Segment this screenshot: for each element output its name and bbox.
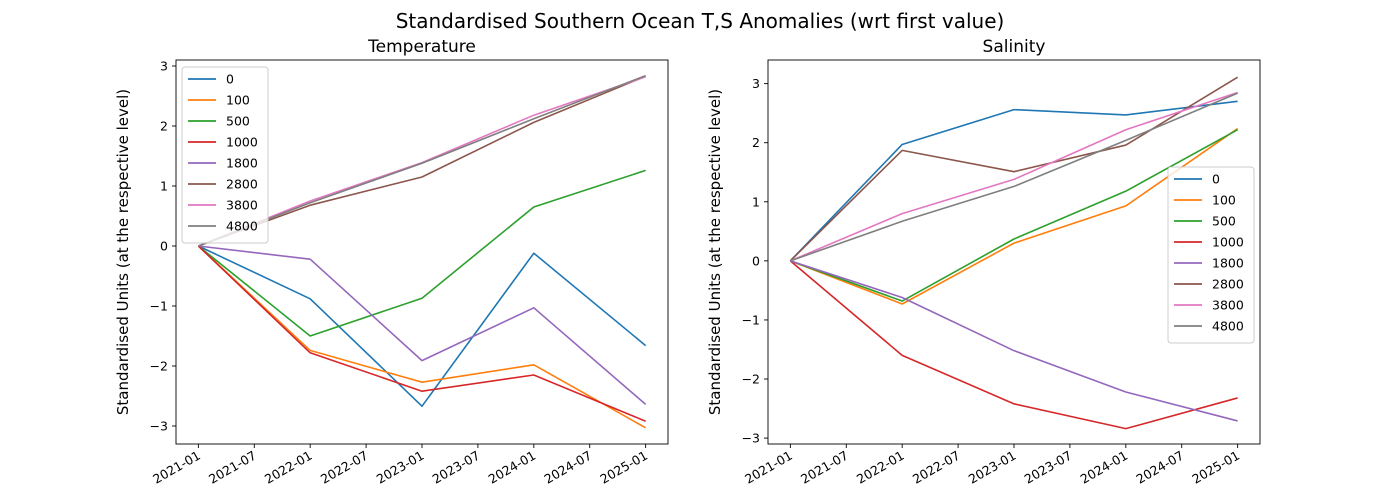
temperature-y-tick-label: 1 [160,179,168,194]
temperature-x-tick-label: 2022-07 [318,448,371,487]
temperature-series-100-line [197,245,647,429]
salinity-series-500-line [790,129,1239,302]
salinity-x-tick-label: 2021-07 [798,448,851,487]
salinity-series-4800-line [790,92,1238,262]
temperature-x-tick-label: 2025-01 [597,448,650,487]
salinity-legend-item: 100 [1174,193,1236,208]
salinity-y-tick-label: −1 [742,312,760,327]
salinity-x-tick-label: 2023-07 [1022,448,1075,487]
temperature-series-2800-line [198,75,646,247]
temperature-x-tick-label: 2024-01 [486,448,539,487]
salinity-legend: 0 100 500 1000 1800 2800 3800 4800 [1167,166,1255,344]
temperature-legend-item: 4800 [188,219,258,234]
temperature-y-tick-label: 2 [160,119,168,134]
salinity-legend-item: 1800 [1174,256,1244,271]
salinity-legend-item: 500 [1174,214,1236,229]
temperature-y-tick-label: −3 [150,419,168,434]
salinity-series-1000-line [789,260,1238,430]
temperature-lines [197,74,647,429]
salinity-legend-box [1167,166,1255,344]
salinity-legend-item: 0 [1174,172,1220,187]
salinity-title: Salinity [983,37,1046,57]
temperature-series-0-line [198,245,647,408]
temperature-y-tick-label: 0 [160,239,168,254]
temperature-series-1800-line [198,245,647,406]
salinity-y-tick-label: −2 [742,372,760,387]
temperature-panel: Temperature Standardised Units (at the re… [114,37,669,487]
salinity-series-2800-line [789,76,1239,262]
temperature-x-tick-label: 2023-01 [374,448,427,487]
salinity-x-tick-label: 2025-01 [1189,448,1242,487]
salinity-legend-label: 1800 [1212,256,1244,271]
temperature-legend-label: 3800 [226,198,258,213]
salinity-legend-label: 4800 [1212,319,1244,334]
temperature-legend-box [181,66,269,244]
temperature-legend-item: 2800 [188,177,258,192]
salinity-series-1800-line [790,260,1238,422]
temperature-legend: 0 100 500 1000 1800 2800 3800 4800 [181,66,269,244]
salinity-series-100-line [790,127,1239,305]
temperature-legend-item: 100 [188,93,250,108]
salinity-legend-item: 3800 [1174,298,1244,313]
temperature-legend-item: 0 [188,72,234,87]
temperature-y-tick-label: −2 [150,359,168,374]
temperature-series-500-line [197,169,646,337]
salinity-x-tick-label: 2022-01 [854,448,907,487]
temperature-x-tick-label: 2021-07 [206,448,259,487]
temperature-legend-item: 1000 [188,135,258,150]
salinity-legend-item: 2800 [1174,277,1244,292]
salinity-legend-label: 2800 [1212,277,1244,292]
temperature-x-tick-label: 2022-01 [262,448,315,487]
figure-title: Standardised Southern Ocean T,S Anomalie… [396,9,1005,33]
salinity-x-tick-label: 2021-01 [742,448,795,487]
salinity-y-tick-label: 1 [752,194,760,209]
temperature-legend-item: 500 [188,114,250,129]
salinity-legend-label: 0 [1212,172,1220,187]
temperature-y-tick-label: −1 [150,299,168,314]
salinity-x-tick-label: 2023-01 [966,448,1019,487]
salinity-lines [789,76,1239,430]
salinity-y-tick-label: −3 [742,431,760,446]
salinity-y-tick-label: 0 [752,253,760,268]
salinity-legend-item: 1000 [1174,235,1244,250]
temperature-legend-label: 500 [226,114,250,129]
temperature-legend-item: 3800 [188,198,258,213]
salinity-x-tick-label: 2024-01 [1078,448,1131,487]
temperature-legend-label: 1800 [226,156,258,171]
temperature-y-axis-label: Standardised Units (at the respective le… [114,89,132,415]
salinity-y-tick-label: 3 [752,76,760,91]
salinity-legend-item: 4800 [1174,319,1244,334]
salinity-legend-label: 500 [1212,214,1236,229]
temperature-x-tick-label: 2021-01 [150,448,203,487]
temperature-series-4800-line [198,74,646,247]
salinity-panel: Salinity Standardised Units (at the respe… [706,37,1261,487]
temperature-legend-label: 0 [226,72,234,87]
salinity-series-0-line [789,100,1238,262]
temperature-legend-label: 4800 [226,219,258,234]
salinity-series-3800-line [790,91,1238,262]
temperature-legend-item: 1800 [188,156,258,171]
temperature-legend-label: 1000 [226,135,258,150]
temperature-x-tick-label: 2024-07 [541,448,594,487]
salinity-legend-label: 1000 [1212,235,1244,250]
salinity-y-axis-label: Standardised Units (at the respective le… [706,89,724,415]
temperature-legend-label: 2800 [226,177,258,192]
temperature-x-tick-label: 2023-07 [430,448,483,487]
temperature-legend-label: 100 [226,93,250,108]
salinity-x-tick-label: 2022-07 [910,448,963,487]
temperature-series-1000-line [197,245,646,422]
temperature-title: Temperature [367,37,476,57]
salinity-legend-label: 3800 [1212,298,1244,313]
salinity-x-tick-label: 2024-07 [1133,448,1186,487]
temperature-y-tick-label: 3 [160,59,168,74]
salinity-legend-label: 100 [1212,193,1236,208]
salinity-y-tick-label: 2 [752,135,760,150]
